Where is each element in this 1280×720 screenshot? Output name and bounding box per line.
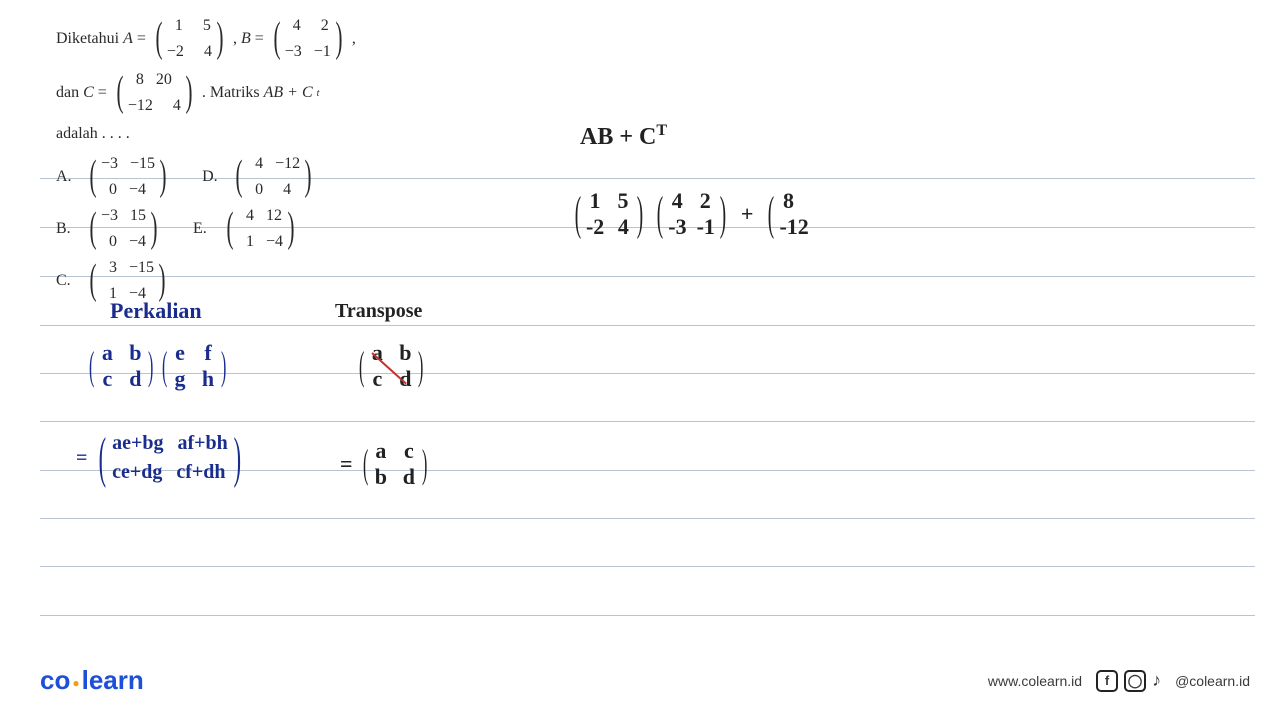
comma2: , [352,27,356,51]
matriks-word: Matriks [210,81,260,105]
choice-E: E. ( 412 1−4 ) [193,204,300,254]
A-label: A [123,27,133,51]
hw-matrix-line: ( 15 -24 ) ( 42 -3-1 ) + ( 8 -12 [570,188,809,240]
hw-trans-out: = ( ac bd ) [340,438,431,490]
choice-B: B. ( −315 0−4 ) [56,204,163,254]
adalah: adalah . . . . [56,122,406,146]
choice-D: D. ( 4−12 04 ) [202,152,317,202]
tiktok-icon: ♪ [1152,670,1161,692]
eq: = [137,27,146,51]
footer-handle: @colearn.id [1175,673,1250,689]
hw-perkalian-label: Perkalian [110,298,202,324]
period: . [202,81,206,105]
matrix-A: ( 15 −24 ) [152,14,227,64]
matrix-B: ( 42 −3−1 ) [270,14,346,64]
matrix-C: ( 820 −124 ) [113,68,196,118]
footer-url: www.colearn.id [988,673,1082,689]
instagram-icon: ◯ [1124,670,1146,692]
comma1: , [233,27,237,51]
choice-A: A. ( −3−15 0−4 ) [56,152,172,202]
hw-top-expr: AB + CT [580,122,667,151]
facebook-icon: f [1096,670,1118,692]
logo: co●learn [40,665,144,696]
hw-gen-mult: ( ab cd ) ( ef gh ) [85,340,230,392]
expr: AB + C [264,81,313,105]
social-icons: f ◯ ♪ [1096,670,1161,692]
hw-trans-in: ( ab cd ) [355,340,428,392]
C-label: C [83,81,94,105]
hw-result: = ( ae+bgaf+bh ce+dgcf+dh ) [76,432,246,484]
hw-transpose-label: Transpose [335,300,422,323]
expr-sup: t [317,86,320,101]
B-label: B [241,27,251,51]
dan: dan [56,81,79,105]
eq3: = [98,81,107,105]
eq2: = [255,27,264,51]
problem-text: Diketahui A = ( 15 −24 ) , B = ( 42 −3−1… [56,14,406,308]
footer: co●learn www.colearn.id f ◯ ♪ @colearn.i… [40,665,1250,696]
prefix: Diketahui [56,27,119,51]
